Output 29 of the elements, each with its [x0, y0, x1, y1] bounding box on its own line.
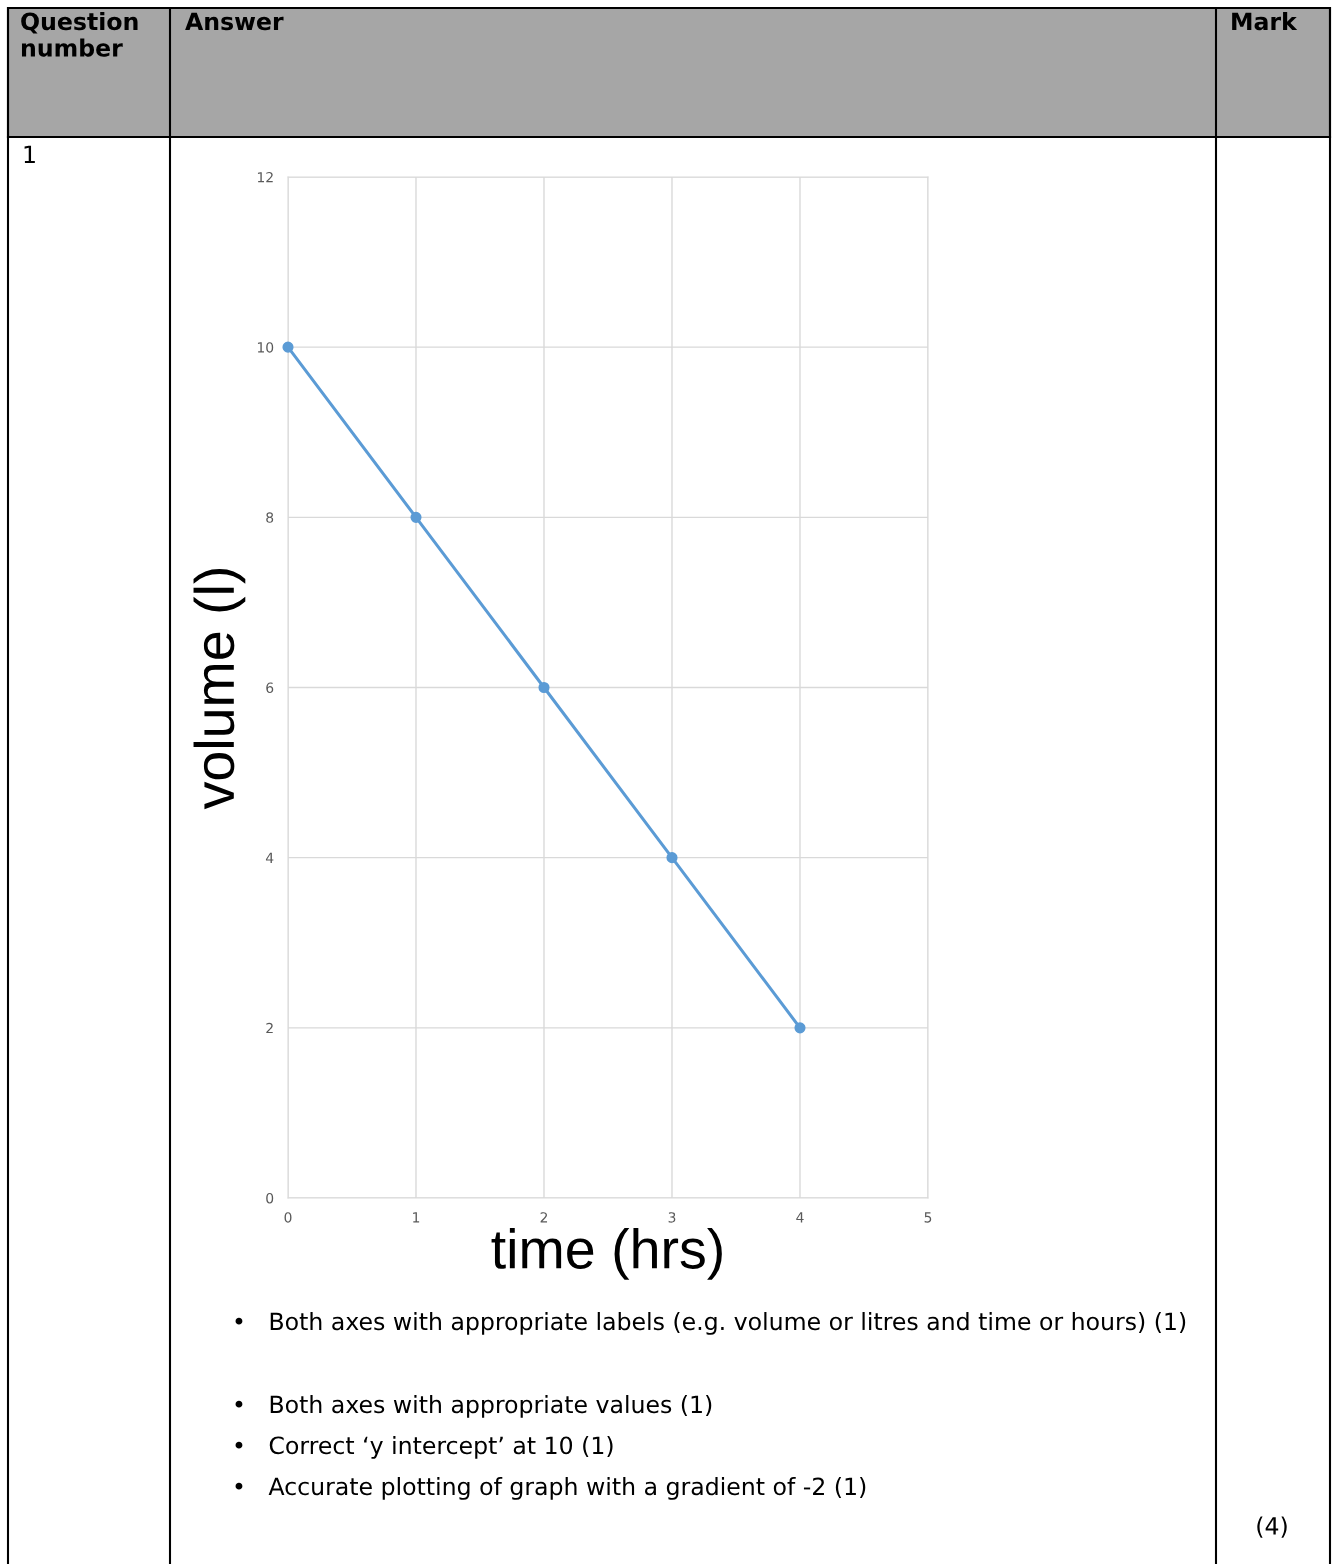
text: • Correct ‘y intercept’ at 10 (1) — [235, 1436, 613, 1459]
y-tick-label: 4 — [265, 852, 274, 863]
text: • Both axes with appropriate labels (e.g. volume or litres and time or hours) (1) — [235, 1312, 1186, 1335]
y-tick-label: 8 — [266, 512, 274, 523]
y-tick-label: 10 — [257, 342, 274, 353]
point — [666, 852, 678, 864]
y-tick-label: 6 — [266, 682, 274, 693]
x-tick-label: 5 — [924, 1212, 932, 1223]
point — [794, 1022, 806, 1034]
x-tick-label: 1 — [413, 1212, 420, 1223]
x-tick-label: 2 — [540, 1212, 548, 1223]
y-tick-label: 0 — [266, 1192, 274, 1204]
text: 1 — [24, 145, 35, 163]
text: (4) — [1257, 1516, 1287, 1538]
point — [538, 681, 550, 694]
y-axis-title: volume (l) — [193, 569, 246, 810]
point — [410, 511, 422, 523]
x-tick-label: 0 — [284, 1212, 292, 1223]
x-axis-title: time (hrs) — [491, 1228, 722, 1280]
y-tick-label: 12 — [257, 171, 273, 183]
x-tick-label: 4 — [796, 1212, 804, 1223]
text: Question number — [21, 12, 138, 57]
y-tick-label: 2 — [266, 1022, 273, 1034]
text: • Both axes with appropriate values (1) — [235, 1395, 712, 1418]
point — [282, 341, 294, 353]
text: • Accurate plotting of graph with a gradient of -2 (1) — [235, 1477, 866, 1500]
text: Mark — [1232, 12, 1298, 31]
x-tick-label: 3 — [668, 1212, 676, 1223]
text: Answer — [185, 12, 284, 31]
